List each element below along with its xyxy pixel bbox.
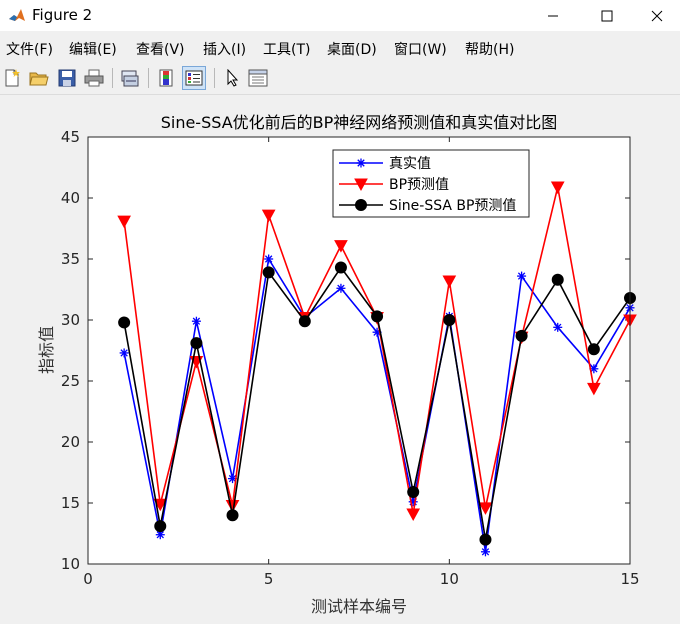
menu-edit[interactable]: 编辑(E) [69, 42, 117, 58]
new-file-icon [5, 69, 20, 87]
line-chart[interactable]: Sine-SSA优化前后的BP神经网络预测值和真实值对比图 测试样本编号 指标值… [0, 95, 680, 620]
data-point [371, 310, 384, 323]
menu-insert[interactable]: 插入(I) [203, 42, 247, 58]
data-point [587, 343, 600, 356]
series-3 [118, 261, 636, 546]
matlab-logo-icon [8, 7, 26, 25]
menu-view[interactable]: 查看(V) [136, 42, 185, 58]
title-bar: Figure 2 [0, 0, 680, 31]
data-point [480, 547, 490, 557]
print-button[interactable] [82, 66, 106, 90]
data-point [553, 322, 563, 332]
y-tick-label: 25 [61, 372, 80, 390]
x-axis-label: 测试样本编号 [311, 597, 407, 616]
minimize-button[interactable] [530, 0, 576, 31]
data-point [264, 254, 274, 264]
insert-colorbar-button[interactable] [154, 66, 178, 90]
legend-marker [354, 178, 368, 192]
menu-bar: 文件(F) 编辑(E) 查看(V) 插入(I) 工具(T) 桌面(D) 窗口(W… [0, 31, 680, 61]
toolbar [0, 61, 680, 95]
window-title: Figure 2 [32, 6, 93, 24]
property-inspector-icon [248, 69, 268, 87]
pointer-icon [227, 69, 239, 87]
y-tick-label: 45 [61, 128, 80, 146]
data-point [478, 502, 493, 515]
y-tick-label: 35 [61, 250, 80, 268]
legend-icon [185, 70, 203, 86]
y-tick-label: 20 [61, 433, 80, 451]
data-point [479, 533, 492, 546]
y-tick-label: 40 [61, 189, 80, 207]
toolbar-separator [148, 68, 149, 88]
open-folder-icon [29, 72, 49, 86]
data-point [226, 509, 239, 522]
legend-label: 真实值 [389, 156, 431, 172]
y-tick-label: 30 [61, 311, 80, 329]
menu-window[interactable]: 窗口(W) [394, 42, 447, 58]
x-tick-label: 0 [83, 570, 93, 588]
data-point [298, 315, 311, 328]
data-point [154, 520, 167, 533]
data-point [261, 209, 276, 223]
data-point [587, 382, 601, 396]
data-point [119, 348, 129, 358]
chart-title: Sine-SSA优化前后的BP神经网络预测值和真实值对比图 [161, 113, 558, 132]
data-point [407, 486, 420, 499]
y-tick-label: 15 [61, 494, 80, 512]
close-button[interactable] [634, 0, 680, 31]
legend[interactable]: 真实值 BP预测值 Sine-SSA BP预测值 [332, 149, 530, 218]
toolbar-separator [112, 68, 113, 88]
data-point [442, 275, 457, 289]
data-point [117, 215, 131, 229]
data-point [190, 337, 203, 350]
close-icon [651, 10, 663, 21]
data-point [334, 240, 348, 253]
print-icon [84, 69, 104, 87]
data-point [334, 261, 347, 274]
menu-file[interactable]: 文件(F) [6, 42, 53, 58]
legend-label: Sine-SSA BP预测值 [389, 198, 516, 214]
x-tick-label: 15 [620, 570, 639, 588]
menu-desktop[interactable]: 桌面(D) [327, 42, 377, 58]
open-file-button[interactable] [27, 66, 51, 90]
property-inspector-button[interactable] [246, 66, 270, 90]
new-figure-button[interactable] [0, 66, 24, 90]
data-point [118, 316, 131, 329]
data-point [262, 266, 275, 279]
legend-entry[interactable]: BP预测值 [339, 177, 449, 193]
data-point [191, 316, 201, 326]
maximize-button[interactable] [584, 0, 630, 31]
legend-marker [355, 199, 367, 211]
legend-label: BP预测值 [389, 177, 449, 193]
figure-canvas: Sine-SSA优化前后的BP神经网络预测值和真实值对比图 测试样本编号 指标值… [0, 95, 680, 620]
menu-tools[interactable]: 工具(T) [263, 42, 311, 58]
axes-box [87, 136, 631, 565]
link-plot-button[interactable] [118, 66, 142, 90]
edit-plot-button[interactable] [220, 66, 244, 90]
x-tick-label: 5 [264, 570, 274, 588]
legend-marker [356, 158, 366, 168]
minimize-icon [548, 15, 558, 16]
save-icon [58, 69, 76, 87]
y-axis-label: 指标值 [37, 326, 56, 374]
data-point [517, 271, 527, 281]
data-point [550, 181, 565, 195]
data-point [406, 508, 421, 522]
data-point [443, 314, 456, 326]
data-point [551, 273, 564, 286]
save-button[interactable] [55, 66, 79, 90]
colorbar-icon [159, 69, 173, 87]
insert-legend-button[interactable] [182, 66, 206, 90]
link-axes-icon [121, 70, 139, 87]
legend-entry[interactable]: 真实值 [339, 156, 431, 172]
data-point [336, 283, 346, 293]
toolbar-separator [214, 68, 215, 88]
legend-entry[interactable]: Sine-SSA BP预测值 [339, 198, 516, 214]
x-tick-label: 10 [440, 570, 459, 588]
data-point [515, 329, 528, 342]
maximize-icon [601, 10, 613, 21]
y-tick-label: 10 [61, 555, 80, 573]
menu-help[interactable]: 帮助(H) [465, 42, 515, 58]
